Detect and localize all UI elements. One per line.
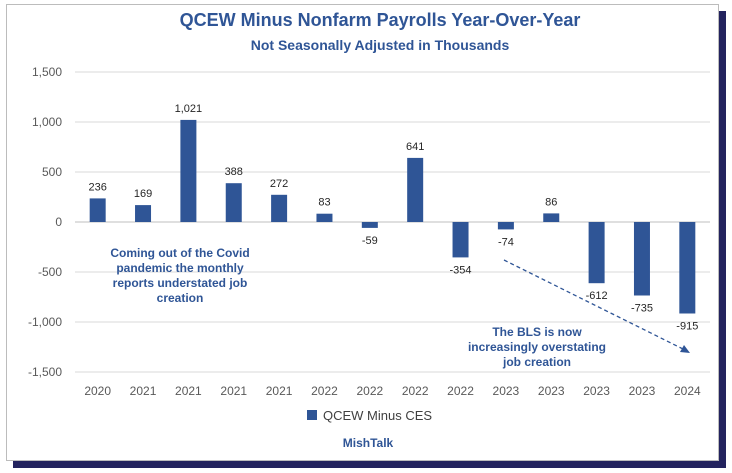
x-tick-label: 2021: [266, 384, 293, 398]
x-tick-label: 2022: [447, 384, 474, 398]
data-label: 272: [270, 178, 288, 190]
data-label: -354: [450, 264, 472, 276]
y-tick-label: -1,000: [28, 315, 62, 329]
x-tick-label: 2024: [674, 384, 701, 398]
data-label: -59: [362, 235, 378, 247]
y-tick-label: 0: [55, 215, 62, 229]
x-tick-label: 2021: [130, 384, 157, 398]
x-tick-label: 2020: [84, 384, 111, 398]
bar: [316, 213, 333, 222]
x-tick-label: 2023: [583, 384, 610, 398]
x-axis: 2020 2021 2021 2021 2021 2022 2022 2022 2022 2023…: [84, 384, 701, 398]
x-tick-label: 2022: [356, 384, 383, 398]
bar: [361, 222, 378, 228]
bar: [271, 194, 288, 222]
x-tick-label: 2023: [493, 384, 520, 398]
covid-note-line: creation: [157, 291, 204, 305]
data-label: 1,021: [175, 103, 203, 115]
data-label: -612: [586, 290, 608, 302]
x-tick-label: 2022: [402, 384, 429, 398]
data-label: 236: [88, 181, 106, 193]
chart-title: QCEW Minus Nonfarm Payrolls Year-Over-Ye…: [180, 10, 581, 30]
data-label: 388: [225, 166, 243, 178]
x-tick-label: 2023: [538, 384, 565, 398]
y-tick-label: 500: [42, 165, 62, 179]
bls-note-line: increasingly overstating: [468, 340, 606, 354]
bar: [407, 157, 424, 222]
bar: [135, 205, 152, 222]
grid: [75, 71, 710, 373]
legend-label: QCEW Minus CES: [323, 408, 432, 423]
trend-arrow: [503, 259, 690, 353]
bars: 236 169 1,021 388 272 83 -59 641 -354 -74 86 -612 -7…: [88, 103, 698, 333]
data-label: 641: [406, 141, 424, 153]
bls-annotation: The BLS is now increasingly overstating …: [468, 325, 606, 369]
trend-arrow-head: [680, 345, 690, 353]
data-label: -735: [631, 303, 653, 315]
bar: [543, 213, 560, 222]
data-label: -915: [676, 321, 698, 333]
y-tick-label: 1,000: [32, 115, 62, 129]
bar: [497, 222, 514, 230]
chart-subtitle: Not Seasonally Adjusted in Thousands: [251, 37, 510, 53]
data-label: 169: [134, 188, 152, 200]
bar: [633, 222, 650, 296]
bar: [225, 183, 242, 222]
y-tick-label: -1,500: [28, 365, 62, 379]
bls-note-line: The BLS is now: [492, 325, 582, 339]
y-tick-label: 1,500: [32, 65, 62, 79]
bls-note-line: job creation: [502, 355, 571, 369]
bar: [89, 198, 106, 222]
legend-swatch: [307, 410, 317, 420]
x-tick-label: 2023: [629, 384, 656, 398]
x-tick-label: 2021: [175, 384, 202, 398]
y-tick-label: -500: [38, 265, 62, 279]
legend: QCEW Minus CES: [307, 408, 432, 423]
trend-arrow-line: [503, 259, 686, 351]
bar: [452, 222, 469, 258]
covid-note-line: reports understated job: [113, 276, 248, 290]
bar: [180, 119, 197, 222]
y-axis: 1,500 1,000 500 0 -500 -1,000 -1,500: [28, 65, 62, 379]
data-label: 83: [318, 197, 330, 209]
x-tick-label: 2021: [220, 384, 247, 398]
data-label: -74: [498, 236, 514, 248]
data-label: 86: [545, 196, 557, 208]
x-tick-label: 2022: [311, 384, 338, 398]
covid-note-line: Coming out of the Covid: [110, 246, 249, 260]
covid-annotation: Coming out of the Covid pandemic the mon…: [110, 246, 249, 305]
covid-note-line: pandemic the monthly: [116, 261, 244, 275]
source-label: MishTalk: [343, 436, 394, 450]
bar: [588, 222, 605, 284]
bar: [679, 222, 696, 314]
